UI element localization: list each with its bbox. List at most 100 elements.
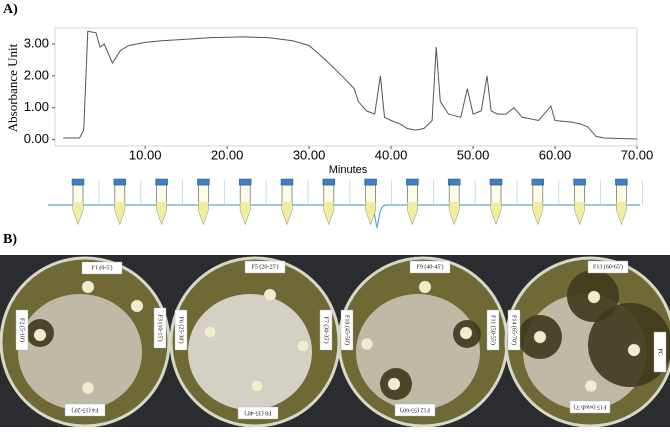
plate-label-group: PC xyxy=(653,331,667,373)
tube-cap xyxy=(280,178,294,186)
paper-disc xyxy=(418,280,432,294)
y-tick-label: 2.00 xyxy=(24,67,49,82)
paper-disc xyxy=(587,290,601,304)
paper-disc xyxy=(33,328,47,342)
paper-disc xyxy=(459,326,473,340)
plate-label-group: F11 (50-55') xyxy=(486,309,500,351)
tube-cap xyxy=(573,178,586,186)
label-sticker xyxy=(409,260,451,274)
y-tick-label: 3.00 xyxy=(24,35,49,50)
x-tick-label: 10.00 xyxy=(129,147,162,162)
plate-label: F4 (15-20') xyxy=(72,407,99,414)
tube-cap xyxy=(113,178,127,186)
bacterial-lawn xyxy=(188,294,312,410)
bacterial-lawn xyxy=(356,294,480,410)
plate-label: F6 (25-30') xyxy=(178,317,185,344)
plate-label: PC xyxy=(657,348,663,355)
tube-liquid xyxy=(282,202,292,224)
tube-cap xyxy=(615,178,628,186)
tube-liquid xyxy=(240,202,251,224)
tube-liquid xyxy=(73,202,83,224)
tube-liquid xyxy=(365,202,376,224)
tube-liquid xyxy=(407,202,418,224)
tube-cap xyxy=(197,178,210,186)
plot-frame xyxy=(54,27,638,147)
bacterial-lawn xyxy=(18,294,142,410)
paper-disc xyxy=(533,330,547,344)
tube-cap xyxy=(489,178,503,186)
label-sticker xyxy=(569,400,611,414)
plate-label-group: F2 (5-10') xyxy=(15,309,29,351)
panel-label: B) xyxy=(3,232,17,247)
plate-label: F11 (50-55') xyxy=(490,315,497,345)
plate-label-group: F6 (25-30') xyxy=(174,309,188,351)
tube-liquid xyxy=(114,202,125,224)
label-sticker xyxy=(153,307,167,349)
tube-liquid xyxy=(323,202,334,224)
label-sticker xyxy=(64,403,106,417)
tube-cap xyxy=(447,178,461,186)
label-sticker xyxy=(15,309,29,351)
paper-disc xyxy=(387,377,401,391)
tube-liquid xyxy=(449,202,460,224)
plate-label-group: F13 (60-65') xyxy=(587,260,629,274)
tube-cap xyxy=(364,178,377,186)
paper-disc xyxy=(584,379,598,393)
y-tick-label: 0.00 xyxy=(24,131,49,146)
tube-cap xyxy=(155,178,168,186)
plate-label: F1 (0-5') xyxy=(92,264,113,271)
plate-label-group: F8 (35-40') xyxy=(237,406,279,420)
paper-disc xyxy=(81,381,95,395)
panel-label: A) xyxy=(3,2,18,17)
plate-label-group: F12 (55-60') xyxy=(394,403,436,417)
label-sticker xyxy=(507,309,521,351)
plate-label-group: F3 (10-15') xyxy=(153,307,167,349)
tube-liquid xyxy=(532,202,543,224)
plate-label: F2 (5-10') xyxy=(19,318,26,342)
x-tick-label: 40.00 xyxy=(375,147,408,162)
tube-liquid xyxy=(156,202,167,224)
inhibition-zone xyxy=(588,303,670,387)
plate-label: F9 (40-45') xyxy=(417,263,444,270)
plate-label: F3 (10-15') xyxy=(157,315,164,342)
label-sticker xyxy=(340,309,354,351)
x-tick-label: 50.00 xyxy=(457,147,490,162)
paper-disc xyxy=(130,299,144,313)
paper-disc xyxy=(81,280,95,294)
tube-cap xyxy=(322,178,336,186)
plate-label-group: F7 (30-35') xyxy=(319,309,333,351)
plate-label-group: F5 (20-25') xyxy=(244,260,286,274)
label-sticker xyxy=(394,403,436,417)
plate-label: F13 (60-65') xyxy=(593,263,623,270)
paper-disc xyxy=(627,343,641,357)
chromatogram-line xyxy=(63,30,638,140)
y-axis-label: Absorbance Unit xyxy=(5,43,20,132)
x-tick-label: 60.00 xyxy=(539,147,572,162)
plate-label: F7 (30-35') xyxy=(323,317,330,344)
paper-disc xyxy=(296,339,310,353)
y-tick-label: 1.00 xyxy=(24,99,49,114)
plate-label: F14 (65-70') xyxy=(511,315,518,345)
label-sticker xyxy=(653,331,667,373)
plate-label-group: F14 (65-70') xyxy=(507,309,521,351)
plate-label: F5 (20-25') xyxy=(252,263,279,270)
plate-label-group: F9 (40-45') xyxy=(409,260,451,274)
plate-label-group: F1 (0-5') xyxy=(81,261,123,275)
paper-disc xyxy=(360,337,374,351)
tube-liquid xyxy=(198,202,209,224)
x-tick-label: 30.00 xyxy=(293,147,326,162)
tube-cap xyxy=(71,178,85,186)
x-tick-label: 70.00 xyxy=(621,147,654,162)
paper-disc xyxy=(250,379,264,393)
label-sticker xyxy=(244,260,286,274)
plate-label-group: F15 (wash 5') xyxy=(569,400,611,414)
label-sticker xyxy=(486,309,500,351)
plate-label: F10 (45-50') xyxy=(344,315,351,345)
x-axis-label: Minutes xyxy=(329,164,368,176)
label-sticker xyxy=(587,260,629,274)
tube-cap xyxy=(406,178,419,186)
plate-label: F12 (55-60') xyxy=(400,407,430,414)
label-sticker xyxy=(319,309,333,351)
plate-label-group: F10 (45-50') xyxy=(340,309,354,351)
